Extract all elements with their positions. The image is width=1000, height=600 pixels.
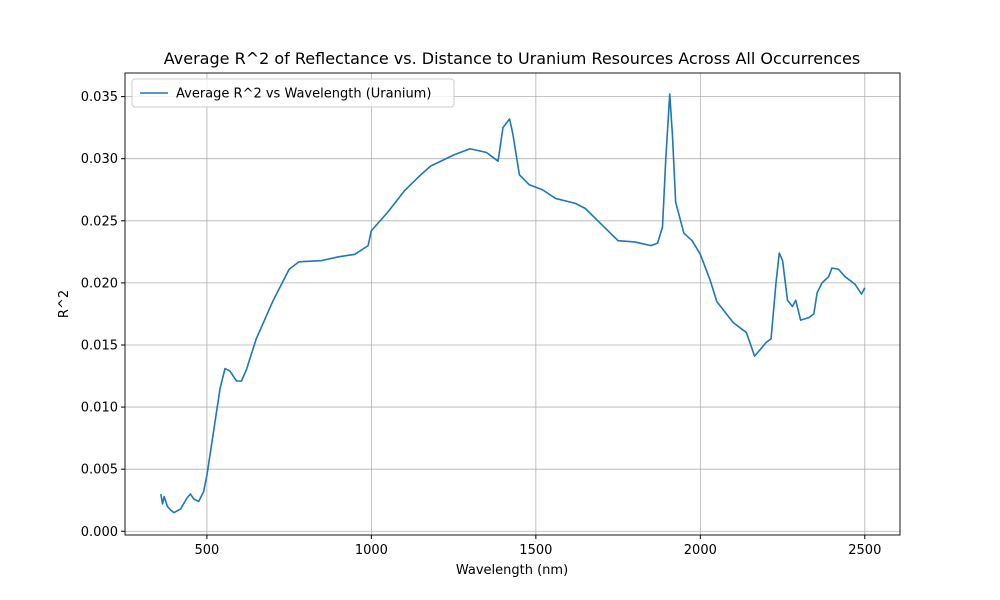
x-tick-label: 1500 xyxy=(519,543,552,558)
legend-label: Average R^2 vs Wavelength (Uranium) xyxy=(176,87,431,102)
axes-frame xyxy=(124,72,901,536)
x-tick-label: 500 xyxy=(194,543,219,558)
y-tick-label: 0.030 xyxy=(81,152,118,167)
y-tick-label: 0.020 xyxy=(81,276,118,291)
y-tick-label: 0.000 xyxy=(81,525,118,540)
y-tick-label: 0.035 xyxy=(81,90,118,105)
y-tick-label: 0.005 xyxy=(81,463,118,478)
y-tick-label: 0.010 xyxy=(81,401,118,416)
x-tick-label: 2500 xyxy=(848,543,881,558)
data-line xyxy=(160,93,866,514)
y-tick-label: 0.025 xyxy=(81,214,118,229)
x-tick-label: 1000 xyxy=(355,543,388,558)
x-axis-label: Wavelength (nm) xyxy=(456,563,568,578)
y-tick-label: 0.015 xyxy=(81,338,118,353)
x-tick-label: 2000 xyxy=(684,543,717,558)
chart-title: Average R^2 of Reflectance vs. Distance … xyxy=(164,49,860,68)
legend-box xyxy=(131,78,455,108)
y-axis-label: R^2 xyxy=(57,290,72,318)
